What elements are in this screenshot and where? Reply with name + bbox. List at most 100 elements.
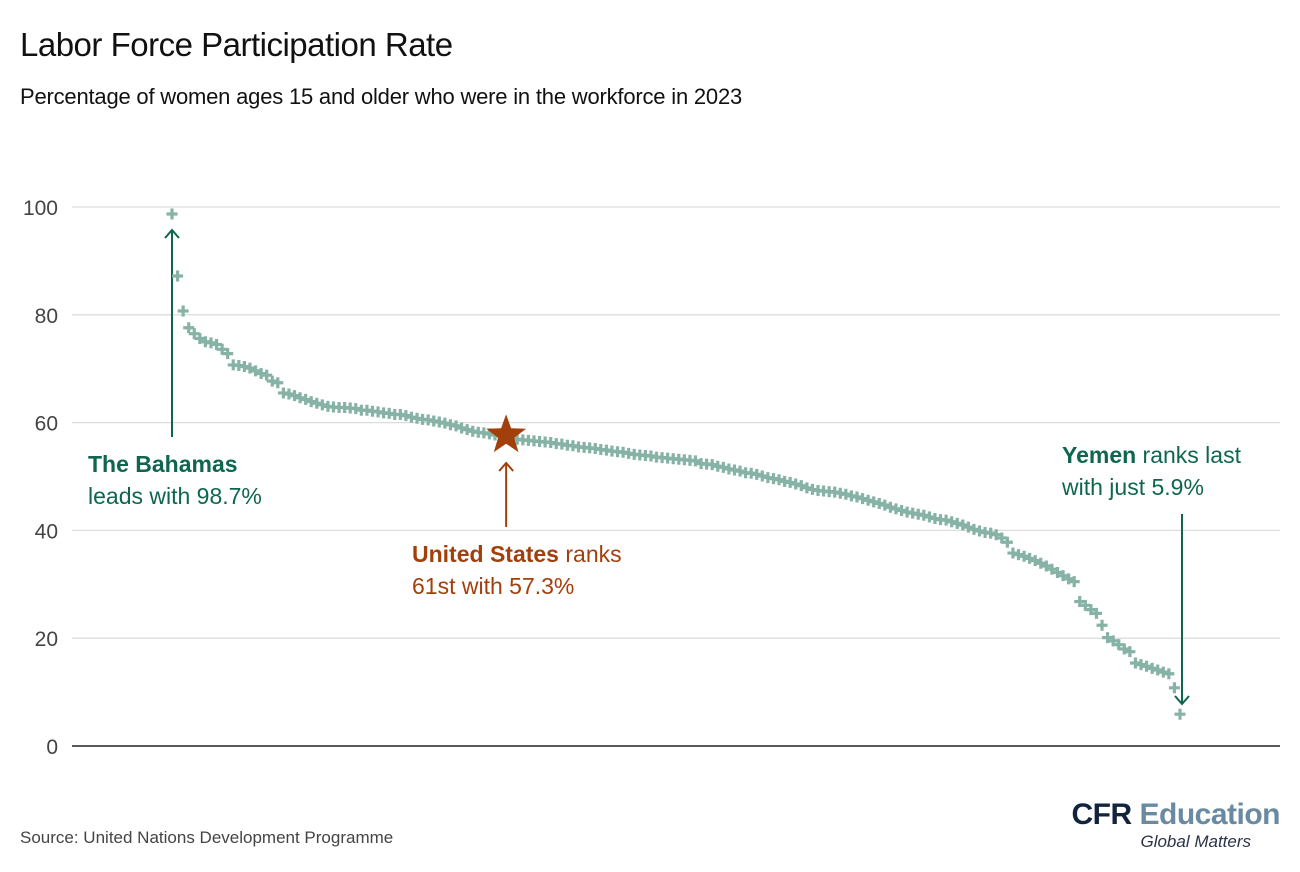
y-tick-label: 40 [35,520,58,543]
data-point [1124,646,1136,658]
data-point [1001,536,1013,548]
data-point [734,465,746,477]
data-point [985,527,997,539]
data-point [773,474,785,486]
data-point [968,523,980,535]
data-point [1051,566,1063,578]
data-point [1157,666,1169,678]
us-arrow [498,461,514,527]
logo-education: Education [1139,798,1280,831]
data-point [923,511,935,523]
data-point [857,493,869,505]
data-point [957,519,969,531]
data-point [1024,552,1036,564]
data-point [266,375,278,387]
data-point [211,338,223,350]
data-point [1035,557,1047,569]
data-point [255,368,267,380]
y-tick-label: 80 [35,305,58,328]
data-point [1057,570,1069,582]
y-tick-label: 60 [35,413,58,436]
data-point [439,417,451,429]
data-point [951,517,963,529]
data-point [450,420,462,432]
annotation-yemen: Yemen ranks last with just 5.9% [1062,439,1241,503]
bahamas-arrow [164,228,180,437]
data-point [250,365,262,377]
annotation-arrows [164,228,1190,706]
data-point [216,343,228,355]
data-point [194,333,206,345]
data-point [461,424,473,436]
data-point [456,422,468,434]
data-point [177,305,189,317]
data-point [756,470,768,482]
data-point [795,480,807,492]
data-point [1068,576,1080,588]
data-point [990,529,1002,541]
data-point [316,399,328,411]
annotation-yemen-text: with just 5.9% [1062,474,1204,500]
data-point [1007,547,1019,559]
data-point [222,348,234,360]
data-point [940,514,952,526]
data-point [884,501,896,513]
y-tick-label: 100 [23,197,58,220]
data-point [1102,632,1114,644]
data-point [1152,664,1164,676]
cfr-education-logo: CFR Education Global Matters [1071,798,1280,852]
logo-cfr: CFR [1071,798,1132,831]
data-point [717,461,729,473]
data-point [706,459,718,471]
data-point [873,497,885,509]
data-point [1129,657,1141,669]
data-point [1113,639,1125,651]
data-point [1174,708,1186,720]
data-point [1096,619,1108,631]
y-axis-ticks: 0 20 40 60 80 100 [23,197,58,759]
data-point [784,476,796,488]
data-point [868,496,880,508]
annotation-us-country: United States [412,541,559,567]
data-point [974,525,986,537]
data-point [1163,668,1175,680]
data-point [244,362,256,374]
data-point [790,478,802,490]
data-point [996,532,1008,544]
annotation-us-rest: ranks [558,541,622,567]
yemen-arrow [1174,514,1190,706]
data-point [166,208,178,220]
data-point [294,392,306,404]
data-point [400,410,412,422]
data-point [1168,682,1180,694]
annotation-united-states: United States ranks 61st with 57.3% [412,538,622,602]
us-star-marker [486,414,527,453]
data-point [1029,555,1041,567]
source-note: Source: United Nations Development Progr… [20,828,394,847]
data-point [1118,643,1130,655]
star-marker [486,414,527,453]
data-point [1063,573,1075,585]
data-point [305,396,317,408]
data-point [879,499,891,511]
data-point [272,377,284,389]
chart-title: Labor Force Participation Rate [20,26,453,63]
data-point [1018,550,1030,562]
data-point [1046,563,1058,575]
data-point [205,337,217,349]
data-point [172,270,184,282]
data-point [261,369,273,381]
annotation-yemen-country: Yemen [1062,442,1137,468]
data-point [1141,660,1153,672]
data-point [851,491,863,503]
annotation-bahamas-text: leads with 98.7% [88,483,262,509]
data-point [946,516,958,528]
logo-tagline: Global Matters [1140,832,1252,851]
data-point [918,509,930,521]
data-point [289,390,301,402]
data-point [689,455,701,467]
gridlines [72,206,1280,747]
annotation-bahamas: The Bahamas leads with 98.7% [88,448,262,512]
data-point [840,488,852,500]
chart-subtitle: Percentage of women ages 15 and older wh… [20,84,743,109]
